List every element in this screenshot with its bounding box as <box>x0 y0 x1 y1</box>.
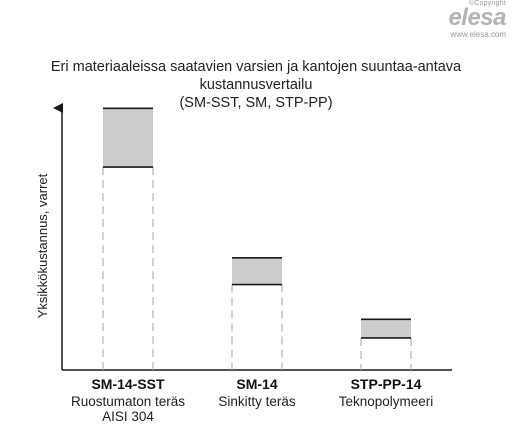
category-name: STP-PP-14 <box>351 376 422 392</box>
brand-name: elesa <box>448 4 506 31</box>
category-description: Teknopolymeeri <box>339 394 434 409</box>
chart-title: Eri materiaaleissa saatavien varsien ja … <box>50 59 462 93</box>
copyright-label: ©Copyright <box>468 0 506 7</box>
y-axis-label: Yksikkökustannus, varret <box>35 173 50 318</box>
category-description: AISI 304 <box>102 409 154 424</box>
bar-group <box>360 318 412 370</box>
bar-range <box>361 319 411 338</box>
bar-group <box>231 257 283 370</box>
elesa-logo: ©Copyright elesa www.elesa.com <box>436 0 506 39</box>
chart-subtitle: (SM-SST, SM, STP-PP) <box>179 95 333 111</box>
category-description: Sinkitty teräs <box>218 394 296 409</box>
bar-range <box>232 257 282 285</box>
bar-group <box>102 107 154 370</box>
category-name: SM-14-SST <box>91 376 165 392</box>
category-name: SM-14 <box>236 376 277 392</box>
chart-title-block: Eri materiaaleissa saatavien varsien ja … <box>0 58 512 112</box>
bars-layer <box>102 107 412 370</box>
brand-url: www.elesa.com <box>450 30 506 39</box>
category-description: Ruostumaton teräs <box>71 394 185 409</box>
bar-range <box>103 108 153 168</box>
